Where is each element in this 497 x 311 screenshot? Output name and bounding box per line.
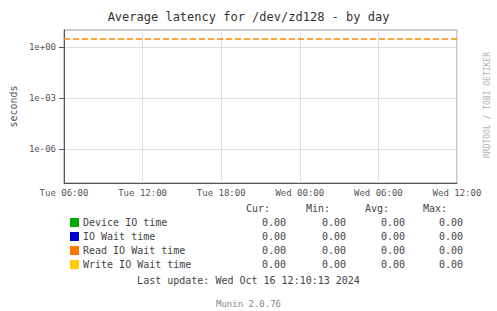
svg-text:Write IO Wait time: Write IO Wait time <box>83 259 191 270</box>
svg-text:0.00: 0.00 <box>439 231 463 242</box>
svg-text:0.00: 0.00 <box>381 245 405 256</box>
svg-text:Tue 06:00: Tue 06:00 <box>40 188 89 198</box>
svg-text:1e-03: 1e-03 <box>29 93 56 103</box>
svg-text:Munin 2.0.76: Munin 2.0.76 <box>216 299 281 309</box>
svg-text:Wed 06:00: Wed 06:00 <box>354 188 403 198</box>
svg-text:1e-06: 1e-06 <box>29 144 56 154</box>
svg-text:Cur:: Cur: <box>246 203 270 214</box>
svg-text:Wed 12:00: Wed 12:00 <box>433 188 482 198</box>
svg-text:Device IO time: Device IO time <box>83 217 167 228</box>
svg-text:Max:: Max: <box>423 203 447 214</box>
svg-text:0.00: 0.00 <box>439 217 463 228</box>
svg-text:seconds: seconds <box>8 85 19 127</box>
svg-text:Wed 00:00: Wed 00:00 <box>275 188 324 198</box>
svg-text:0.00: 0.00 <box>262 259 286 270</box>
svg-text:0.00: 0.00 <box>322 217 346 228</box>
svg-text:Average latency for /dev/zd128: Average latency for /dev/zd128 - by day <box>108 10 390 24</box>
svg-text:0.00: 0.00 <box>381 259 405 270</box>
svg-text:1e+00: 1e+00 <box>29 42 56 52</box>
svg-text:Tue 18:00: Tue 18:00 <box>197 188 246 198</box>
svg-text:0.00: 0.00 <box>262 217 286 228</box>
svg-text:Tue 12:00: Tue 12:00 <box>118 188 167 198</box>
svg-text:0.00: 0.00 <box>322 259 346 270</box>
svg-text:0.00: 0.00 <box>439 245 463 256</box>
svg-text:0.00: 0.00 <box>262 231 286 242</box>
svg-text:0.00: 0.00 <box>381 231 405 242</box>
svg-text:RRDTOOL / TOBI OETIKER: RRDTOOL / TOBI OETIKER <box>483 52 492 158</box>
svg-text:0.00: 0.00 <box>322 245 346 256</box>
svg-text:Last update: Wed Oct 16 12:10:: Last update: Wed Oct 16 12:10:13 2024 <box>137 275 360 286</box>
svg-text:Read IO Wait time: Read IO Wait time <box>83 245 185 256</box>
svg-text:Avg:: Avg: <box>365 203 389 214</box>
svg-text:IO Wait time: IO Wait time <box>83 231 155 242</box>
svg-text:0.00: 0.00 <box>262 245 286 256</box>
svg-text:0.00: 0.00 <box>439 259 463 270</box>
svg-text:0.00: 0.00 <box>322 231 346 242</box>
svg-text:Min:: Min: <box>306 203 330 214</box>
svg-text:0.00: 0.00 <box>381 217 405 228</box>
